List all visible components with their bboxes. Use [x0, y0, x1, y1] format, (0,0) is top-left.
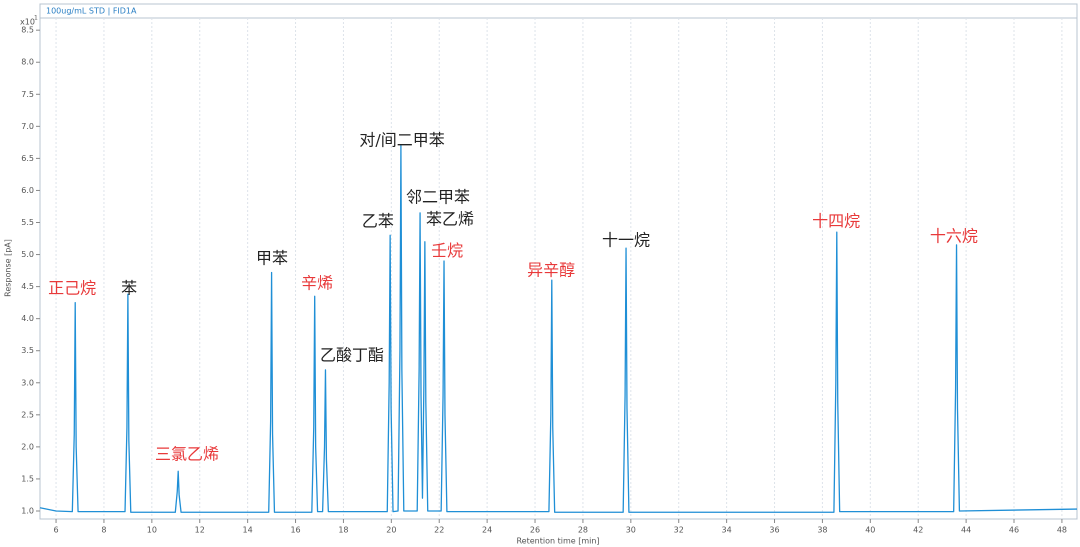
y-tick-label: 2.5: [21, 410, 34, 419]
peak-label: 乙苯: [362, 211, 394, 230]
chart-title: 100ug/mL STD | FID1A: [46, 7, 137, 16]
trace-line: [39, 144, 1078, 513]
y-tick-label: 8.5: [21, 26, 34, 35]
x-tick-label: 46: [1009, 526, 1019, 535]
peak-label: 壬烷: [431, 241, 463, 260]
x-tick-label: 22: [434, 526, 444, 535]
plot-frame: [39, 3, 1078, 520]
peak-label: 苯: [121, 279, 137, 298]
x-tick-label: 36: [769, 526, 779, 535]
y-tick-label: 4.0: [21, 314, 34, 323]
y-tick-label: 3.5: [21, 346, 34, 355]
y-scale-base: x10: [20, 18, 35, 27]
x-tick-label: 14: [243, 526, 253, 535]
peak-label: 乙酸丁酯: [320, 345, 384, 364]
x-tick-label: 34: [722, 526, 732, 535]
y-tick-label: 2.0: [21, 442, 34, 451]
peak-label: 十六烷: [930, 227, 978, 246]
x-tick-label: 30: [626, 526, 636, 535]
y-tick-label: 1.5: [21, 474, 34, 483]
x-axis-label: Retention time [min]: [516, 537, 599, 546]
y-tick-label: 4.5: [21, 282, 34, 291]
peak-label: 甲苯: [256, 249, 288, 268]
y-tick-label: 5.0: [21, 250, 34, 259]
x-tick-label: 12: [195, 526, 205, 535]
x-tick-label: 6: [53, 526, 58, 535]
y-tick-label: 6.5: [21, 154, 34, 163]
y-tick-label: 8.0: [21, 58, 34, 67]
peak-label: 邻二甲苯: [406, 188, 470, 207]
y-tick-label: 7.5: [21, 90, 34, 99]
y-tick-label: 6.0: [21, 186, 34, 195]
x-tick-label: 38: [817, 526, 827, 535]
peak-label: 辛烯: [301, 274, 333, 293]
y-scale-power: 1: [34, 15, 38, 22]
peak-label: 三氯乙烯: [155, 445, 219, 464]
x-tick-label: 20: [386, 526, 396, 535]
peak-label: 苯乙烯: [426, 209, 474, 228]
x-tick-label: 8: [101, 526, 106, 535]
y-axis-label: Response [pA]: [4, 239, 13, 297]
y-tick-label: 3.0: [21, 378, 34, 387]
peak-label: 十四烷: [812, 211, 860, 230]
x-tick-label: 42: [913, 526, 923, 535]
x-tick-label: 24: [482, 526, 492, 535]
x-tick-label: 44: [961, 526, 971, 535]
y-tick-label: 1.0: [21, 506, 34, 515]
y-tick-label: 7.0: [21, 122, 34, 131]
x-tick-label: 16: [290, 526, 300, 535]
x-tick-label: 32: [674, 526, 684, 535]
peak-label: 十一烷: [602, 231, 650, 250]
x-tick-label: 40: [865, 526, 875, 535]
peak-label: 异辛醇: [527, 261, 575, 280]
x-tick-label: 18: [338, 526, 348, 535]
peak-label: 对/间二甲苯: [359, 131, 444, 150]
x-tick-label: 10: [147, 526, 157, 535]
x-tick-label: 26: [530, 526, 540, 535]
peak-label: 正己烷: [48, 279, 96, 298]
x-tick-label: 28: [578, 526, 588, 535]
y-tick-label: 5.5: [21, 218, 34, 227]
x-tick-label: 48: [1057, 526, 1067, 535]
